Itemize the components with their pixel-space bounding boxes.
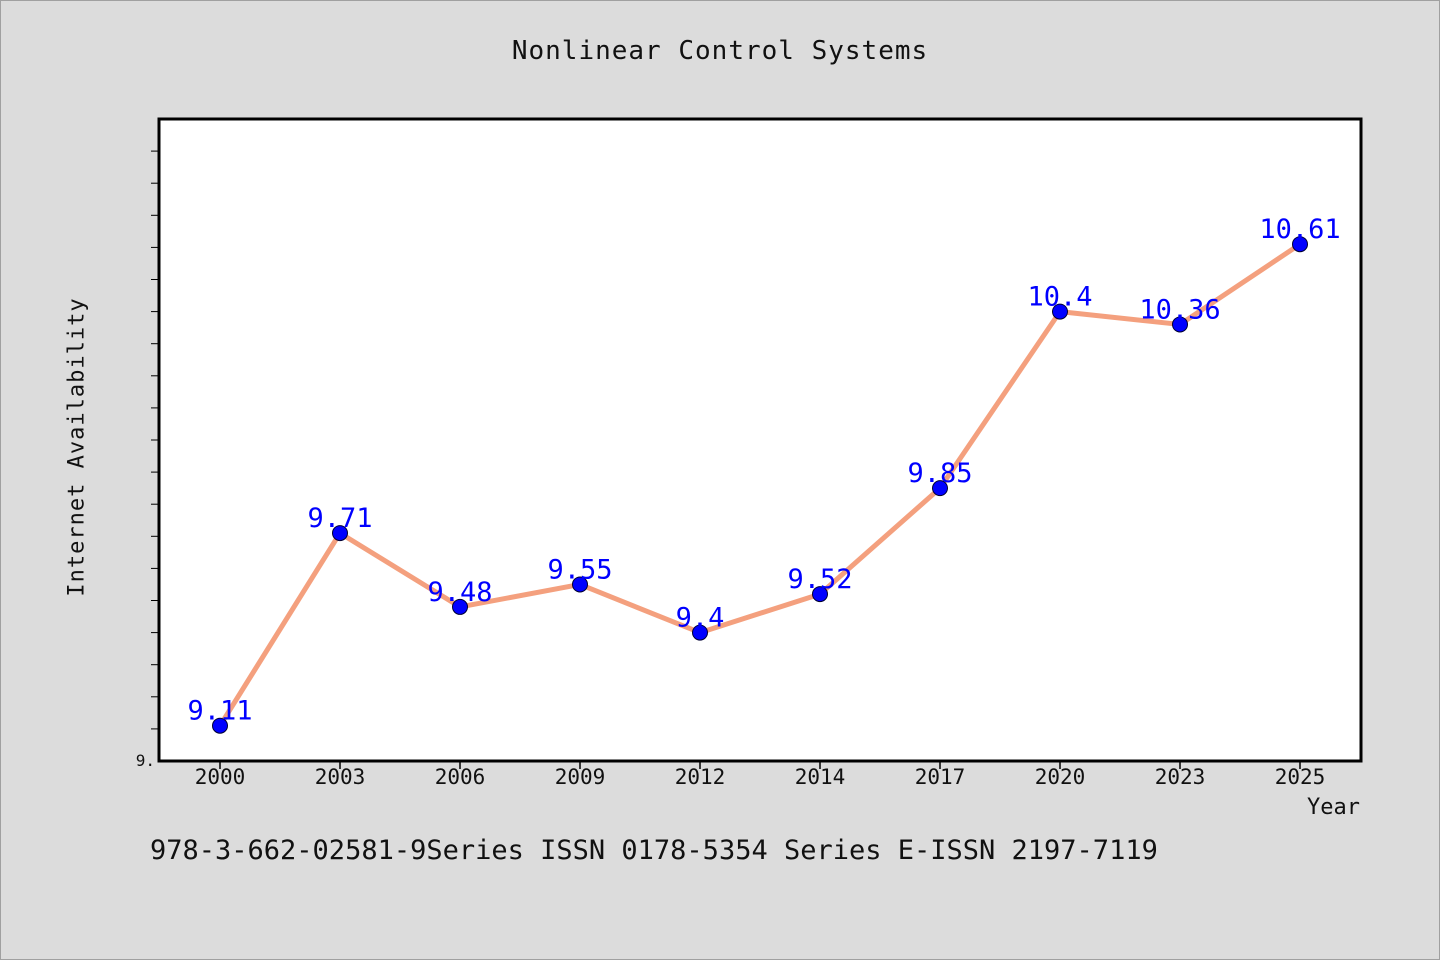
data-point (812, 586, 828, 603)
data-label: 9.55 (547, 554, 612, 585)
data-label: 9.85 (907, 458, 972, 489)
data-label: 9.52 (787, 564, 852, 595)
x-tick-label: 2025 (1275, 765, 1326, 789)
x-axis-label: Year (1307, 795, 1360, 820)
data-point (212, 717, 228, 734)
x-tick-label: 2020 (1035, 765, 1086, 789)
x-tick-label: 2000 (195, 765, 246, 789)
x-tick-label: 2017 (915, 765, 966, 789)
x-tick-label: 2009 (555, 765, 606, 789)
data-point (1052, 303, 1068, 320)
data-label: 9.11 (187, 696, 252, 727)
x-tick-label: 2003 (315, 765, 366, 789)
y-tick-label: 9. (136, 751, 155, 770)
data-point (932, 480, 948, 497)
data-point (1172, 316, 1188, 333)
data-label: 9.71 (307, 503, 372, 534)
x-axis-ticks: 2000 2003 2006 2009 2012 2014 2017 2020 2023 2025 (195, 761, 1326, 789)
footer-text: 978-3-662-02581-9Series ISSN 0178-5354 S… (150, 835, 1158, 866)
data-labels: 9.11 9.71 9.48 9.55 9.4 9.52 9.85 10.4 10.36 10.6… (187, 214, 1340, 727)
data-point (452, 598, 468, 615)
series-line (217, 241, 1303, 729)
chart-title: Nonlinear Control Systems (511, 36, 929, 66)
y-axis-ticks: 9. (136, 150, 159, 770)
data-point (572, 576, 588, 593)
data-point (1292, 236, 1308, 253)
series-group (212, 236, 1308, 734)
data-label: 10.36 (1139, 294, 1220, 325)
x-tick-label: 2012 (675, 765, 726, 789)
data-label: 10.4 (1027, 282, 1092, 313)
x-tick-label: 2014 (795, 765, 846, 789)
data-label: 10.61 (1259, 214, 1340, 245)
x-tick-label: 2006 (435, 765, 486, 789)
data-label: 9.48 (427, 577, 492, 608)
data-label: 9.4 (676, 603, 725, 634)
data-point (692, 624, 708, 641)
data-point (332, 525, 348, 542)
x-tick-label: 2023 (1155, 765, 1206, 789)
plot-area (157, 117, 1363, 763)
